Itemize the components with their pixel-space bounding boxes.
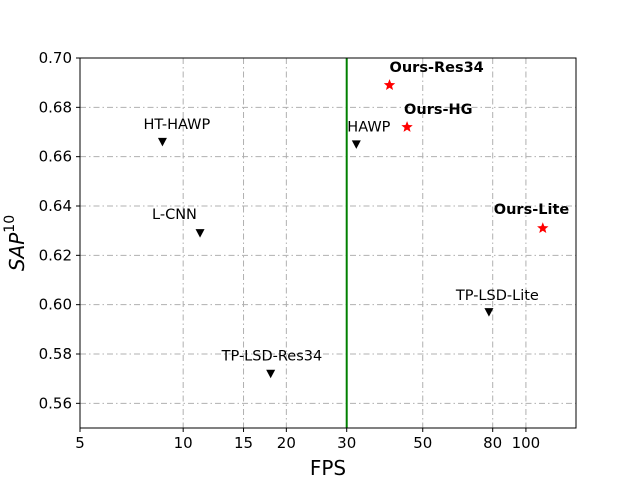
grid (80, 58, 576, 428)
x-tick-label: 15 (234, 434, 253, 452)
y-tick-label: 0.56 (39, 394, 72, 412)
y-tick-label: 0.68 (39, 98, 72, 116)
y-tick-label: 0.64 (39, 197, 72, 215)
star-marker (401, 121, 413, 132)
triangle-marker (351, 140, 361, 149)
x-tick-label: 100 (512, 434, 541, 452)
y-axis-label-base: SAP (5, 232, 29, 271)
x-tick-label: 30 (337, 434, 356, 452)
point-label: TP-LSD-Lite (455, 288, 539, 304)
x-tick-label: 5 (75, 434, 85, 452)
triangle-marker (157, 137, 167, 147)
star-marker (383, 79, 396, 90)
x-tick-label: 50 (413, 434, 432, 452)
y-tick-label: 0.58 (39, 345, 72, 363)
point-label: HAWP (347, 119, 390, 135)
y-tick-label: 0.70 (39, 49, 72, 67)
x-axis-label: FPS (310, 456, 346, 480)
x-axis-ticks: 5 10 15 20 30 50 80 100 (75, 428, 540, 452)
y-tick-label: 0.62 (39, 246, 72, 264)
star-marker (537, 222, 549, 234)
point-label: Ours-Lite (494, 202, 570, 218)
point-label: TP-LSD-Res34 (221, 349, 323, 365)
x-tick-label: 10 (174, 434, 193, 452)
plot-frame (79, 57, 577, 429)
y-axis-label: SAP10 (2, 215, 29, 271)
y-tick-label: 0.66 (39, 148, 72, 166)
point-label: L-CNN (152, 207, 197, 223)
y-tick-label: 0.60 (39, 296, 72, 314)
triangle-marker (195, 229, 205, 238)
triangle-marker (484, 308, 494, 317)
point-label: HT-HAWP (143, 117, 210, 133)
point-labels: HT-HAWP L-CNN HAWP TP-LSD-Res34 TP-LSD-Lite O… (143, 60, 569, 365)
y-axis-ticks: 0.56 0.58 0.60 0.62 0.64 0.66 0.68 0.70 (39, 49, 80, 412)
point-label: Ours-HG (404, 102, 473, 118)
x-tick-label: 80 (483, 434, 502, 452)
y-axis-label-superscript: 10 (2, 215, 18, 233)
point-label: Ours-Res34 (390, 60, 484, 76)
triangle-marker (266, 369, 276, 379)
data-points (157, 79, 549, 379)
x-tick-label: 20 (277, 434, 296, 452)
